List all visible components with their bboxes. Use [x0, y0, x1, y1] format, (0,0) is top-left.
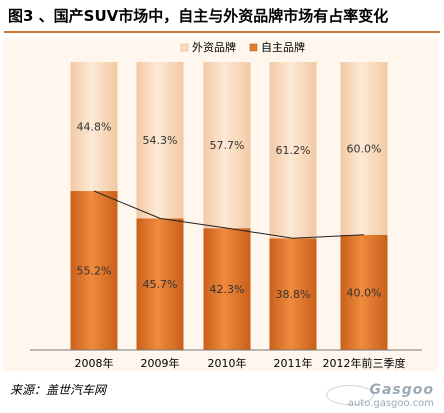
legend: 外资品牌 自主品牌	[180, 40, 305, 54]
bar-own-2	[203, 228, 251, 350]
data-label-own-2: 42.3%	[210, 283, 245, 296]
data-label-own-1: 45.7%	[143, 278, 178, 291]
data-label-foreign-0: 44.8%	[77, 121, 112, 134]
connector-line	[93, 190, 365, 239]
data-label-own-0: 55.2%	[77, 265, 112, 278]
data-label-own-3: 38.8%	[276, 288, 311, 301]
x-tick-label-1: 2009年	[141, 356, 180, 370]
legend-label-foreign: 外资品牌	[192, 40, 236, 54]
watermark: Gasgoo auto.gasgoo.com	[348, 382, 434, 409]
x-tick-label-0: 2008年	[75, 356, 114, 370]
connector-polyline	[93, 190, 365, 239]
bars	[70, 62, 388, 350]
bar-own-3	[269, 238, 317, 350]
data-labels: 55.2% 44.8% 45.7% 54.3% 42.3% 57.7% 38.8% 61.2%…	[77, 121, 382, 302]
source-note: 来源：盖世汽车网	[10, 383, 107, 397]
bar-own-0	[70, 191, 118, 350]
data-label-foreign-1: 54.3%	[143, 134, 178, 147]
bar-foreign-0	[70, 62, 118, 192]
x-tick-labels: 2008年 2009年 2010年 2011年 2012年前三季度	[75, 356, 406, 370]
legend-swatch-own	[249, 43, 258, 52]
watermark-url: auto.gasgoo.com	[347, 398, 434, 409]
watermark-logo: Gasgoo	[369, 382, 434, 398]
title-divider	[4, 31, 440, 33]
x-tick-label-3: 2011年	[274, 356, 313, 370]
bar-foreign-1	[136, 62, 184, 219]
watermark-ring	[326, 385, 374, 405]
bar-foreign-4	[340, 62, 388, 235]
legend-label-own: 自主品牌	[261, 40, 305, 54]
bar-foreign-2	[203, 62, 251, 229]
legend-swatch-foreign	[180, 43, 189, 52]
chart-title: 图3 、国产SUV市场中，自主与外资品牌市场有占率变化	[8, 7, 389, 25]
data-label-foreign-3: 61.2%	[276, 144, 311, 157]
data-label-foreign-4: 60.0%	[347, 142, 382, 155]
x-tick-label-4: 2012年前三季度	[323, 356, 406, 370]
bar-own-4	[340, 234, 388, 350]
x-tick-label-2: 2010年	[208, 356, 247, 370]
bar-foreign-3	[269, 62, 317, 239]
data-label-foreign-2: 57.7%	[210, 139, 245, 152]
bar-own-1	[136, 218, 184, 350]
data-label-own-4: 40.0%	[347, 286, 382, 299]
